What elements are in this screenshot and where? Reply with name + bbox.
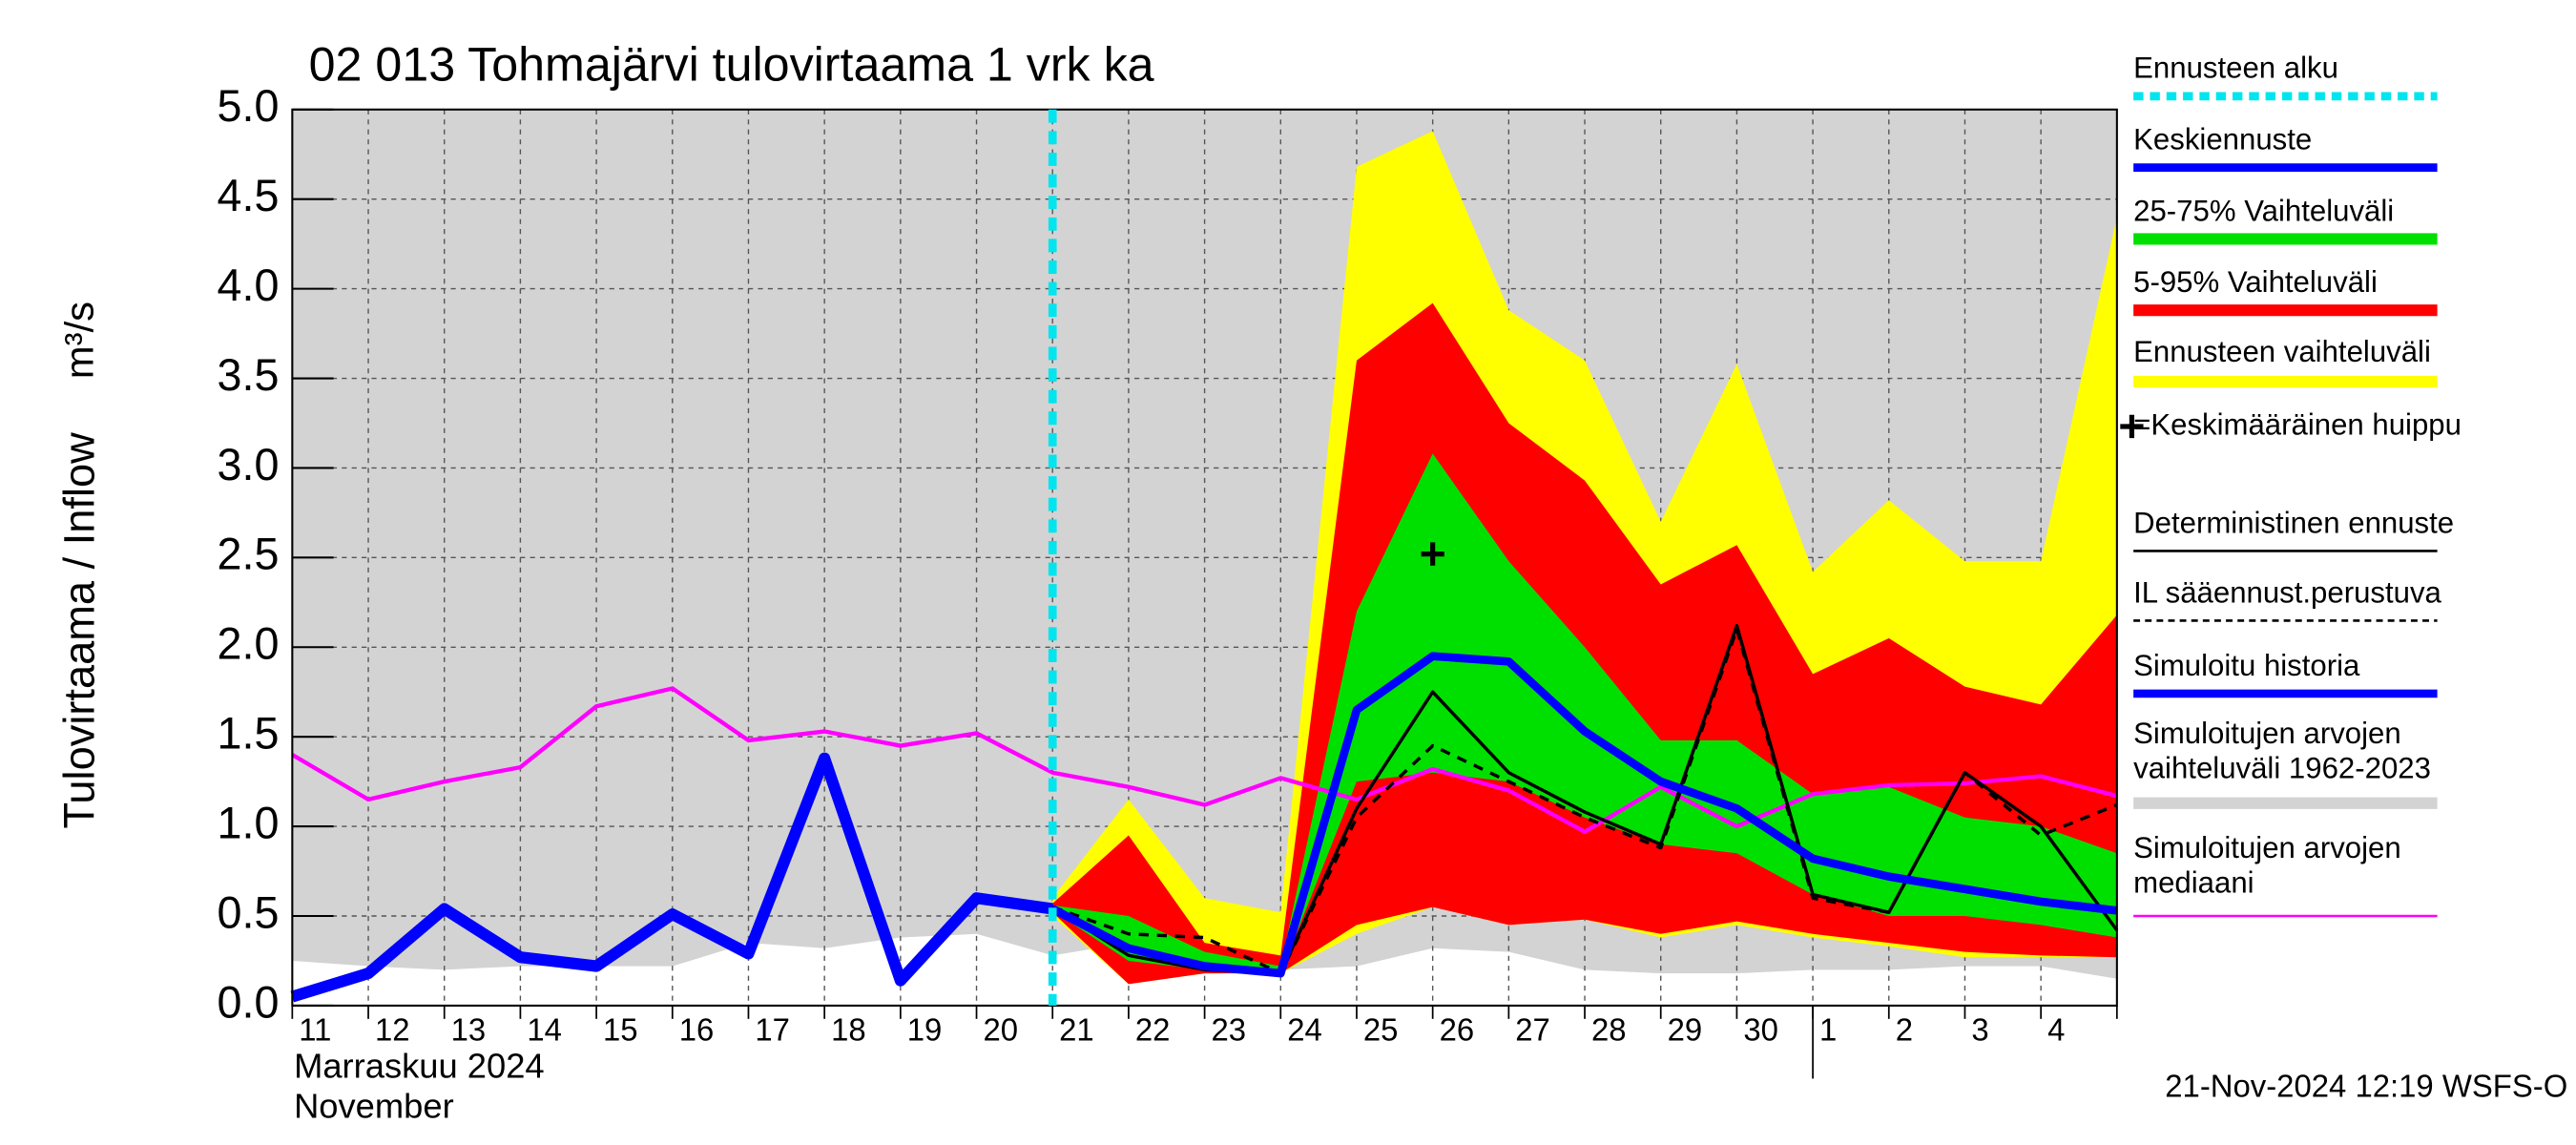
legend: Ennusteen alku Keskiennuste 25-75% Vaihtel… — [2120, 51, 2462, 918]
x-tick-label: 28 — [1591, 1011, 1627, 1047]
x-tick-label: 4 — [2047, 1011, 2065, 1047]
y-axis-title: Tulovirtaama / Inflow — [55, 432, 104, 829]
y-tick-label: 5.0 — [218, 81, 280, 131]
x-tick-label: 14 — [527, 1011, 562, 1047]
legend-entry: Ennusteen vaihteluväli — [2133, 335, 2431, 369]
footer: 21-Nov-2024 12:19 WSFS-O — [2165, 1069, 2567, 1104]
legend-label: 25-75% Vaihteluväli — [2133, 194, 2395, 228]
legend-label: IL sääennust.perustuva — [2133, 575, 2441, 610]
y-tick-label: 4.0 — [218, 260, 280, 310]
x-tick-label: 27 — [1515, 1011, 1550, 1047]
x-axis-title: Marraskuu 2024 — [294, 1047, 545, 1086]
x-tick-label: 20 — [983, 1011, 1018, 1047]
line — [1050, 652, 2118, 978]
x-tick-label: 22 — [1135, 1011, 1171, 1047]
legend-entry: 5-95% Vaihteluväli — [2133, 265, 2378, 300]
y-tick-label: 1.5 — [218, 708, 280, 758]
x-tick-label: 26 — [1440, 1011, 1475, 1047]
legend-label: 5-95% Vaihteluväli — [2133, 265, 2378, 300]
x-tick-label: 25 — [1363, 1011, 1399, 1047]
x-tick-label: 21 — [1059, 1011, 1094, 1047]
x-tick-label: 29 — [1668, 1011, 1703, 1047]
legend-label: Keskiennuste — [2133, 122, 2313, 156]
y-tick-label: 1.0 — [218, 798, 280, 847]
x-tick-label: 12 — [375, 1011, 410, 1047]
line — [291, 686, 2118, 834]
legend-label: Ennusteen alku — [2133, 51, 2338, 85]
legend-label: =Keskimääräinen huippu — [2133, 407, 2462, 442]
legend-entry: IL sääennust.perustuva — [2133, 575, 2441, 610]
x-tick-label: 16 — [679, 1011, 715, 1047]
legend-entry: Simuloitujen arvojen vaihteluväli 1962-2… — [2133, 717, 2431, 785]
legend-label: Simuloitujen arvojen vaihteluväli 1962-2… — [2133, 717, 2431, 785]
x-tick-label: 19 — [907, 1011, 943, 1047]
x-tick-label: 30 — [1743, 1011, 1778, 1047]
x-tick-label: 23 — [1212, 1011, 1247, 1047]
y-tick-label: 2.5 — [218, 530, 280, 579]
legend-entry: =Keskimääräinen huippu — [2133, 407, 2462, 442]
x-tick-label: 1 — [1819, 1011, 1837, 1047]
x-tick-label: 24 — [1287, 1011, 1322, 1047]
x-axis-title: November — [294, 1086, 454, 1125]
line — [290, 752, 1054, 1003]
y-tick-label: 3.5 — [218, 350, 280, 400]
peak-marker — [1421, 542, 1444, 566]
x-tick-label: 17 — [755, 1011, 790, 1047]
legend-label: Simuloitu historia — [2133, 649, 2360, 682]
legend-swatch — [2120, 414, 2144, 439]
legend-entry: Keskiennuste — [2133, 122, 2313, 156]
x-tick-label: 13 — [451, 1011, 487, 1047]
legend-entry: Ennusteen alku — [2133, 51, 2338, 85]
x-tick-label: 2 — [1896, 1011, 1913, 1047]
legend-entry: Simuloitujen arvojen mediaani — [2133, 831, 2401, 900]
legend-label: Simuloitujen arvojen mediaani — [2133, 831, 2401, 900]
x-tick-label: 15 — [603, 1011, 638, 1047]
y-tick-label: 3.0 — [218, 440, 280, 489]
legend-entry: 25-75% Vaihteluväli — [2133, 194, 2395, 228]
dashed-line — [1051, 627, 2118, 975]
y-axis-unit: m³/s — [57, 302, 102, 379]
legend-label: Ennusteen vaihteluväli — [2133, 335, 2431, 369]
x-tick-label: 3 — [1971, 1011, 1988, 1047]
y-tick-label: 4.5 — [218, 171, 280, 220]
chart-title: 02 013 Tohmajärvi tulovirtaama 1 vrk ka — [309, 37, 1154, 92]
plot-area: 0.00.51.01.52.02.53.03.54.04.55.011 12 13 1… — [218, 81, 2119, 1079]
legend-label: Deterministinen ennuste — [2133, 506, 2455, 540]
legend-entry: Simuloitu historia — [2133, 649, 2360, 682]
x-tick-label: 11 — [299, 1011, 331, 1047]
x-tick-label: 18 — [831, 1011, 866, 1047]
y-tick-label: 0.5 — [218, 887, 280, 937]
legend-entry: Deterministinen ennuste — [2133, 506, 2455, 540]
y-tick-label: 0.0 — [218, 977, 280, 1027]
y-tick-label: 2.0 — [218, 619, 280, 669]
